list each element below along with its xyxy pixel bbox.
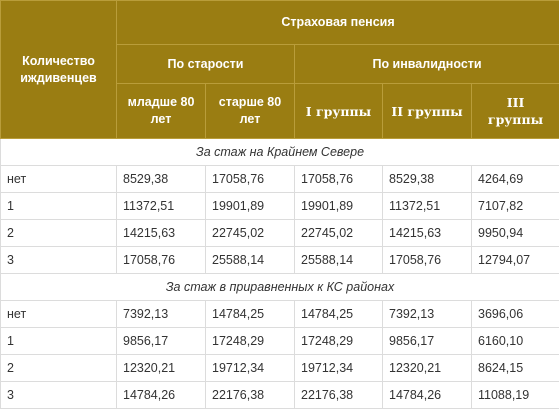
value-cell: 17058,76 [382, 246, 472, 274]
value-cell: 8529,38 [382, 165, 472, 193]
value-cell: 14784,25 [294, 300, 383, 328]
value-cell: 17248,29 [205, 327, 295, 355]
subcolumn-group-1: I группы [294, 83, 383, 139]
value-cell: 11372,51 [382, 192, 472, 220]
value-cell: 12320,21 [382, 354, 472, 382]
value-cell: 22745,02 [294, 219, 383, 247]
section-title: За стаж в приравненных к КС районах [0, 273, 559, 301]
pension-title-header: Страховая пенсия [115, 0, 559, 45]
header-row-subcolumns: младше 80 лет старше 80 лет I группы II … [1, 83, 559, 139]
old-age-header: По старости [116, 44, 295, 84]
header-row-type: По старости По инвалидности [1, 44, 559, 84]
subcolumn-group-2: II группы [382, 83, 472, 139]
value-cell: 8624,15 [470, 354, 559, 382]
table-body: За стаж на Крайнем Севере нет 8529,38 17… [0, 138, 559, 409]
value-cell: 14784,26 [116, 381, 206, 409]
dependents-cell: 1 [0, 327, 117, 355]
subcolumn-under-80: младше 80 лет [116, 83, 206, 139]
dependents-cell: 2 [0, 219, 117, 247]
value-cell: 11088,19 [470, 381, 559, 409]
value-cell: 19901,89 [205, 192, 295, 220]
table-row: 2 12320,21 19712,34 19712,34 12320,21 86… [0, 354, 559, 382]
value-cell: 11372,51 [116, 192, 206, 220]
value-cell: 3696,06 [470, 300, 559, 328]
value-cell: 17248,29 [294, 327, 383, 355]
disability-header: По инвалидности [293, 44, 559, 84]
header-row-title: Количество иждивенцев Страховая пенсия [0, 0, 559, 139]
dependents-cell: 2 [0, 354, 117, 382]
table-row: 3 14784,26 22176,38 22176,38 14784,26 11… [0, 381, 559, 409]
table-row: 1 9856,17 17248,29 17248,29 9856,17 6160… [0, 327, 559, 355]
value-cell: 12794,07 [470, 246, 559, 274]
section-row-equivalent: За стаж в приравненных к КС районах [0, 273, 559, 301]
value-cell: 7107,82 [470, 192, 559, 220]
value-cell: 22745,02 [205, 219, 295, 247]
section-row-north: За стаж на Крайнем Севере [0, 138, 559, 166]
table-row: 3 17058,76 25588,14 25588,14 17058,76 12… [0, 246, 559, 274]
value-cell: 14784,25 [205, 300, 295, 328]
value-cell: 22176,38 [205, 381, 295, 409]
table-row: нет 7392,13 14784,25 14784,25 7392,13 36… [0, 300, 559, 328]
value-cell: 9950,94 [470, 219, 559, 247]
dependents-cell: 3 [0, 246, 117, 274]
value-cell: 8529,38 [116, 165, 206, 193]
table-header: Количество иждивенцев Страховая пенсия П… [0, 0, 559, 139]
dependents-cell: нет [0, 165, 117, 193]
value-cell: 6160,10 [470, 327, 559, 355]
value-cell: 14215,63 [116, 219, 206, 247]
dependents-cell: 3 [0, 381, 117, 409]
value-cell: 7392,13 [116, 300, 206, 328]
value-cell: 14784,26 [382, 381, 472, 409]
section-title: За стаж на Крайнем Севере [0, 138, 559, 166]
table-row: 1 11372,51 19901,89 19901,89 11372,51 71… [0, 192, 559, 220]
value-cell: 22176,38 [294, 381, 383, 409]
value-cell: 19712,34 [294, 354, 383, 382]
table-row: 2 14215,63 22745,02 22745,02 14215,63 99… [0, 219, 559, 247]
dependents-cell: 1 [0, 192, 117, 220]
value-cell: 12320,21 [116, 354, 206, 382]
value-cell: 19901,89 [294, 192, 383, 220]
value-cell: 25588,14 [205, 246, 295, 274]
value-cell: 9856,17 [116, 327, 206, 355]
dependents-cell: нет [0, 300, 117, 328]
dependents-column-header: Количество иждивенцев [0, 0, 117, 139]
value-cell: 25588,14 [294, 246, 383, 274]
value-cell: 9856,17 [382, 327, 472, 355]
value-cell: 7392,13 [382, 300, 472, 328]
value-cell: 19712,34 [205, 354, 295, 382]
pension-table: Количество иждивенцев Страховая пенсия П… [0, 0, 559, 409]
value-cell: 4264,69 [470, 165, 559, 193]
table-row: нет 8529,38 17058,76 17058,76 8529,38 42… [0, 165, 559, 193]
value-cell: 14215,63 [382, 219, 472, 247]
value-cell: 17058,76 [205, 165, 295, 193]
value-cell: 17058,76 [116, 246, 206, 274]
value-cell: 17058,76 [294, 165, 383, 193]
subcolumn-over-80: старше 80 лет [205, 83, 295, 139]
subcolumn-group-3: III группы [470, 83, 559, 139]
